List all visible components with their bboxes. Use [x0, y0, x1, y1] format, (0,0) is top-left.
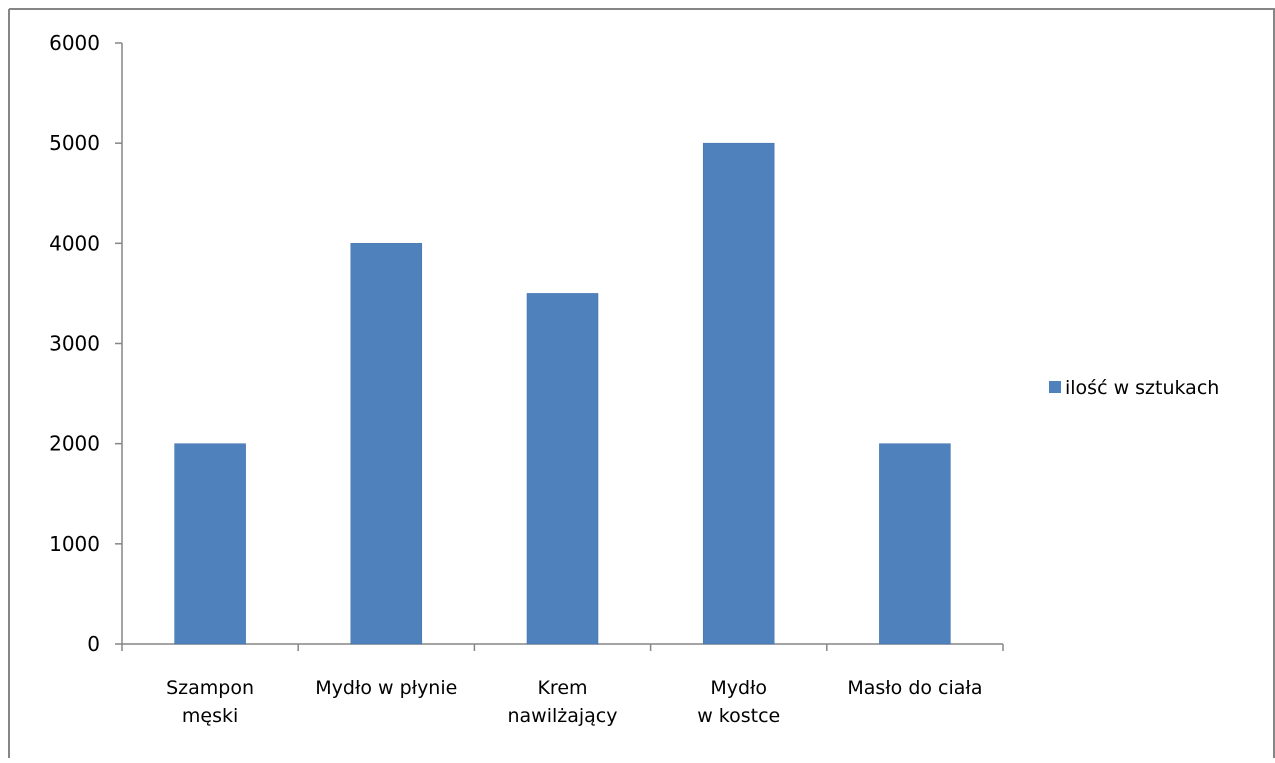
- y-tick-label: 5000: [49, 131, 100, 155]
- bar: [350, 243, 423, 645]
- x-tick-label: nawilżający: [507, 705, 617, 727]
- legend-swatch: [1049, 381, 1061, 393]
- y-tick-label: 0: [87, 632, 100, 656]
- x-tick-label: Mydło w płynie: [315, 677, 457, 699]
- bar: [526, 293, 599, 645]
- x-tick-label: Mydło: [710, 677, 767, 699]
- bar: [174, 443, 246, 645]
- x-tick-label: Szampon: [166, 677, 254, 699]
- y-tick-label: 4000: [49, 231, 100, 255]
- y-tick-label: 6000: [49, 31, 100, 55]
- bar: [879, 443, 951, 645]
- y-tick-label: 1000: [49, 532, 100, 556]
- x-tick-label: męski: [182, 705, 238, 727]
- labels-layer: 0 1000 2000 3000 4000 5000 6000 Szampon męski Myd…: [49, 31, 982, 727]
- x-tick-label: Krem: [537, 677, 587, 699]
- legend: ilość w sztukach: [1049, 377, 1219, 399]
- y-tick-label: 3000: [49, 332, 100, 356]
- legend-label: ilość w sztukach: [1065, 377, 1219, 399]
- x-tick-label: Masło do ciała: [847, 677, 982, 699]
- bars-layer: [174, 142, 951, 645]
- y-tick-label: 2000: [49, 432, 100, 456]
- bar: [702, 142, 775, 645]
- x-tick-label: w kostce: [697, 705, 780, 727]
